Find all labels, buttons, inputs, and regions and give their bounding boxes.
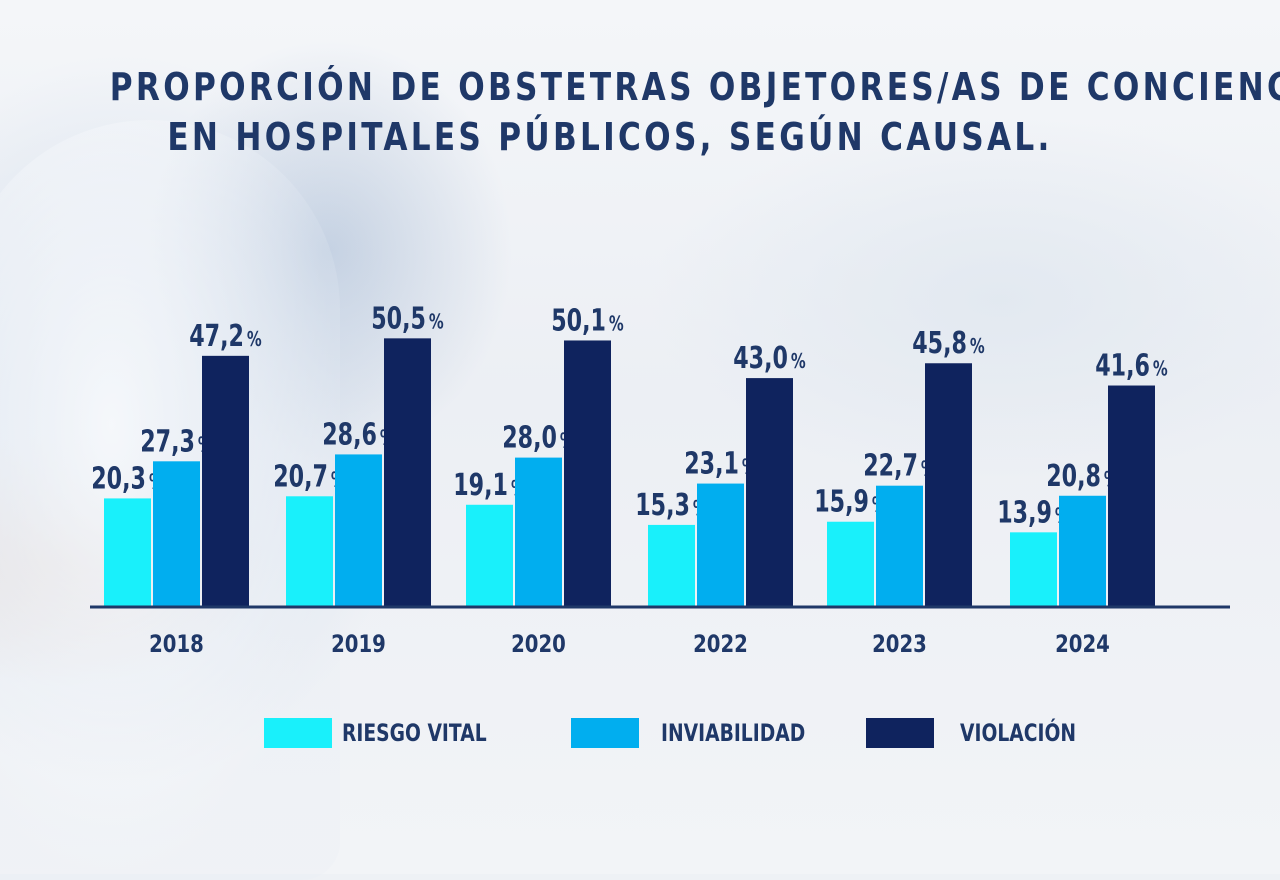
data-label-violacion-2024: 41,6% <box>1095 349 1168 383</box>
bar-riesgo-vital-2023 <box>827 521 874 606</box>
bar-inviabilidad-2018 <box>153 461 200 606</box>
bar-inviabilidad-2024 <box>1059 495 1106 606</box>
data-label-violacion-2020: 50,1% <box>551 304 624 338</box>
chart-title-line-1: PROPORCIÓN DE OBSTETRAS OBJETORES/AS DE … <box>109 65 1280 109</box>
bar-inviabilidad-2022 <box>697 483 744 606</box>
x-tick-label-2020: 2020 <box>511 631 566 658</box>
bar-inviabilidad-2023 <box>876 485 923 606</box>
legend-label-inviabilidad: INVIABILIDAD <box>661 719 806 747</box>
legend-item-riesgo-vital: RIESGO VITAL <box>264 718 527 748</box>
x-tick-label-2024: 2024 <box>1055 631 1110 658</box>
bar-violacion-2020 <box>564 340 611 606</box>
x-tick-label-2022: 2022 <box>693 631 748 658</box>
x-tick-label-2018: 2018 <box>149 631 204 658</box>
chart-title: PROPORCIÓN DE OBSTETRAS OBJETORES/AS DE … <box>109 62 1280 162</box>
data-label-violacion-2023: 45,8% <box>912 327 985 361</box>
bar-riesgo-vital-2019 <box>286 496 333 606</box>
legend: RIESGO VITAL INVIABILIDAD VIOLACIÓN <box>264 718 1109 748</box>
x-tick-label-2023: 2023 <box>872 631 927 658</box>
legend-swatch-inviabilidad <box>571 718 640 748</box>
legend-label-violacion: VIOLACIÓN <box>960 719 1077 747</box>
legend-item-violacion: VIOLACIÓN <box>866 718 1109 748</box>
data-label-violacion-2022: 43,0% <box>733 342 806 376</box>
legend-swatch-riesgo-vital <box>264 718 332 748</box>
data-label-violacion-2019: 50,5% <box>371 302 444 336</box>
chart-title-line-2: EN HOSPITALES PÚBLICOS, SEGÚN CAUSAL. <box>167 115 1053 159</box>
bar-violacion-2023 <box>925 363 972 606</box>
bar-riesgo-vital-2018 <box>104 498 151 606</box>
legend-label-riesgo-vital: RIESGO VITAL <box>342 719 487 747</box>
bar-inviabilidad-2019 <box>335 454 382 606</box>
data-label-inviabilidad-2018: 27,3% <box>140 425 213 459</box>
bar-violacion-2018 <box>202 355 249 606</box>
bar-violacion-2024 <box>1108 385 1155 606</box>
legend-swatch-violacion <box>866 718 935 748</box>
bar-violacion-2019 <box>384 338 431 606</box>
bar-inviabilidad-2020 <box>515 457 562 606</box>
x-tick-label-2019: 2019 <box>331 631 386 658</box>
data-label-violacion-2018: 47,2% <box>189 320 262 354</box>
bar-violacion-2022 <box>746 378 793 606</box>
legend-item-inviabilidad: INVIABILIDAD <box>571 718 846 748</box>
bar-riesgo-vital-2024 <box>1010 532 1057 606</box>
bar-riesgo-vital-2020 <box>466 504 513 606</box>
bar-riesgo-vital-2022 <box>648 524 695 606</box>
